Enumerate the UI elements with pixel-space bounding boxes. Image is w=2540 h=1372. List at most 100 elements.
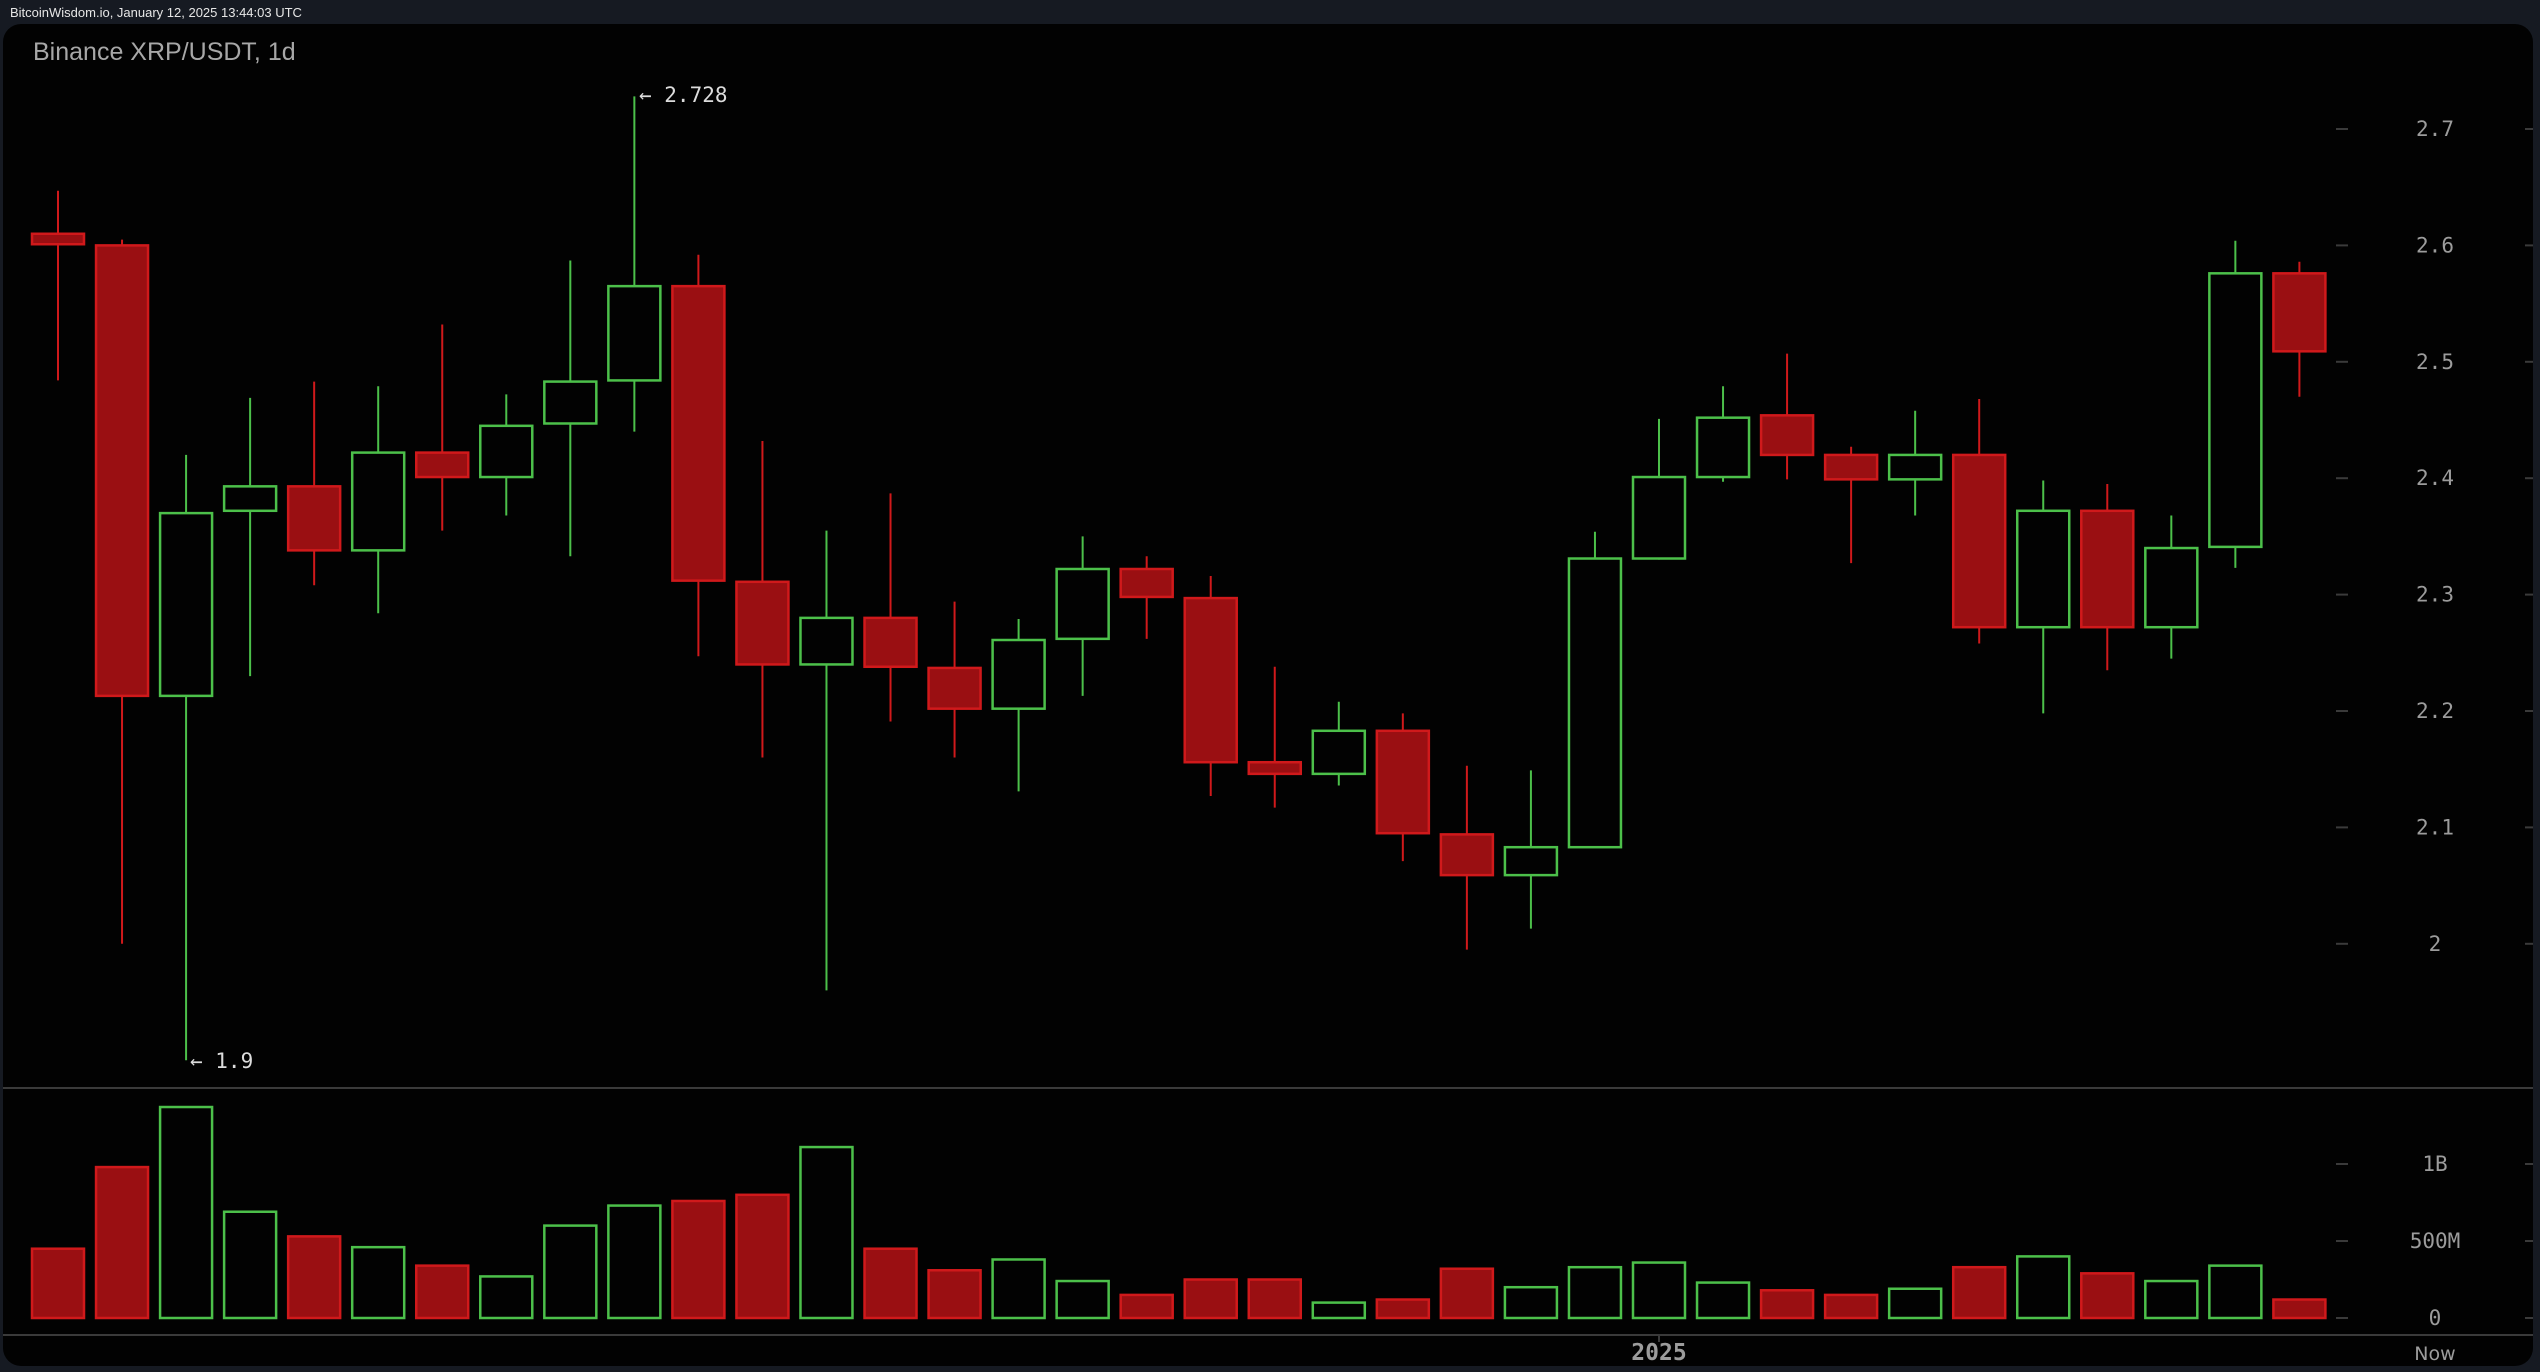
candle-body — [1311, 729, 1367, 776]
volume-bar[interactable] — [1055, 1279, 1110, 1320]
volume-bar[interactable] — [1183, 1278, 1238, 1320]
candle[interactable] — [1247, 666, 1303, 808]
candle-body — [158, 511, 214, 698]
candle-body — [671, 284, 726, 582]
candle[interactable] — [158, 454, 214, 1061]
candle[interactable] — [1759, 353, 1815, 480]
volume-bar[interactable] — [158, 1105, 214, 1320]
volume-bar[interactable] — [543, 1224, 598, 1320]
candle-body — [799, 616, 854, 666]
volume-bar[interactable] — [94, 1165, 150, 1320]
volume-bar[interactable] — [1759, 1289, 1815, 1320]
volume-bar[interactable] — [479, 1275, 534, 1320]
volume-bar[interactable] — [607, 1204, 662, 1320]
candle[interactable] — [2208, 240, 2263, 568]
candle[interactable] — [1503, 770, 1559, 929]
candle[interactable] — [2080, 484, 2135, 671]
x-label-now: Now — [2414, 1343, 2455, 1365]
candle[interactable] — [1183, 575, 1238, 796]
volume-bar[interactable] — [1439, 1267, 1495, 1320]
top-bar: BitcoinWisdom.io, January 12, 2025 13:44… — [0, 0, 2540, 24]
candle[interactable] — [991, 619, 1046, 792]
volume-bar[interactable] — [2272, 1298, 2327, 1320]
candle-body — [1695, 416, 1751, 479]
candle[interactable] — [1055, 536, 1110, 696]
candle[interactable] — [2272, 261, 2327, 397]
volume-bar[interactable] — [286, 1235, 342, 1320]
price-tick-label: 2.7 — [2416, 117, 2454, 141]
candle-body — [2015, 509, 2071, 629]
volume-bar[interactable] — [2080, 1272, 2135, 1320]
volume-bar[interactable] — [1887, 1287, 1943, 1320]
candle-body — [863, 616, 918, 669]
volume-bar[interactable] — [1695, 1281, 1751, 1320]
volume-bar[interactable] — [414, 1264, 470, 1320]
candle[interactable] — [2144, 515, 2199, 659]
candle[interactable] — [1695, 386, 1751, 482]
candle[interactable] — [479, 394, 534, 516]
candle[interactable] — [671, 254, 726, 657]
candle-body — [1759, 414, 1815, 457]
candle[interactable] — [414, 324, 470, 531]
candle[interactable] — [799, 530, 854, 991]
volume-bar[interactable] — [2208, 1264, 2263, 1320]
candle-body — [1887, 453, 1943, 481]
candle-body — [479, 424, 534, 479]
volume-bar[interactable] — [1311, 1301, 1367, 1320]
volume-bar[interactable] — [222, 1210, 278, 1320]
volume-bar[interactable] — [2144, 1279, 2199, 1320]
candle[interactable] — [1951, 399, 2007, 644]
volume-bar[interactable] — [1375, 1298, 1431, 1320]
price-tick-label: 2.5 — [2416, 350, 2454, 374]
candle[interactable] — [94, 239, 150, 944]
volume-bar[interactable] — [2015, 1255, 2071, 1320]
candle-body — [1055, 567, 1110, 641]
price-tick-label: 2 — [2429, 932, 2442, 956]
high-annotation: ← 2.728 — [639, 83, 728, 107]
candle[interactable] — [350, 386, 406, 614]
volume-bar[interactable] — [1567, 1265, 1623, 1320]
candle[interactable] — [543, 260, 598, 557]
candle[interactable] — [30, 190, 86, 381]
volume-bar[interactable] — [671, 1199, 726, 1320]
price-tick-label: 2.2 — [2416, 699, 2454, 723]
candle[interactable] — [927, 601, 982, 758]
candle[interactable] — [1567, 531, 1623, 849]
candle-body — [607, 284, 662, 382]
low-annotation: ← 1.9 — [190, 1049, 253, 1073]
candle-body — [543, 380, 598, 425]
volume-bar[interactable] — [30, 1247, 86, 1320]
volume-bar[interactable] — [799, 1145, 854, 1320]
candle[interactable] — [1823, 446, 1879, 564]
volume-bar[interactable] — [863, 1247, 918, 1320]
volume-bar[interactable] — [1247, 1278, 1303, 1320]
candle[interactable] — [1375, 713, 1431, 862]
volume-tick-label: 0 — [2429, 1306, 2442, 1330]
volume-bar[interactable] — [350, 1245, 406, 1320]
candle[interactable] — [1311, 701, 1367, 786]
candle[interactable] — [607, 96, 662, 432]
candle[interactable] — [1439, 765, 1495, 950]
volume-bar[interactable] — [991, 1258, 1046, 1320]
candle-body — [1183, 596, 1238, 764]
candle[interactable] — [286, 381, 342, 586]
volume-bar[interactable] — [1951, 1265, 2007, 1320]
candle[interactable] — [2015, 480, 2071, 714]
volume-bar[interactable] — [735, 1193, 790, 1320]
candle-body — [991, 638, 1046, 710]
candle-body — [927, 666, 982, 710]
candle[interactable] — [1631, 418, 1687, 560]
volume-bar[interactable] — [1119, 1293, 1174, 1320]
volume-bars-group — [30, 1105, 2327, 1320]
candle[interactable] — [735, 440, 790, 758]
candle-body — [2080, 509, 2135, 629]
volume-bar[interactable] — [927, 1269, 982, 1320]
candle[interactable] — [222, 397, 278, 677]
volume-bar[interactable] — [1631, 1261, 1687, 1320]
candle[interactable] — [1887, 410, 1943, 516]
candle[interactable] — [863, 493, 918, 722]
volume-bar[interactable] — [1503, 1285, 1559, 1320]
volume-bar[interactable] — [1823, 1293, 1879, 1320]
candle[interactable] — [1119, 556, 1174, 639]
